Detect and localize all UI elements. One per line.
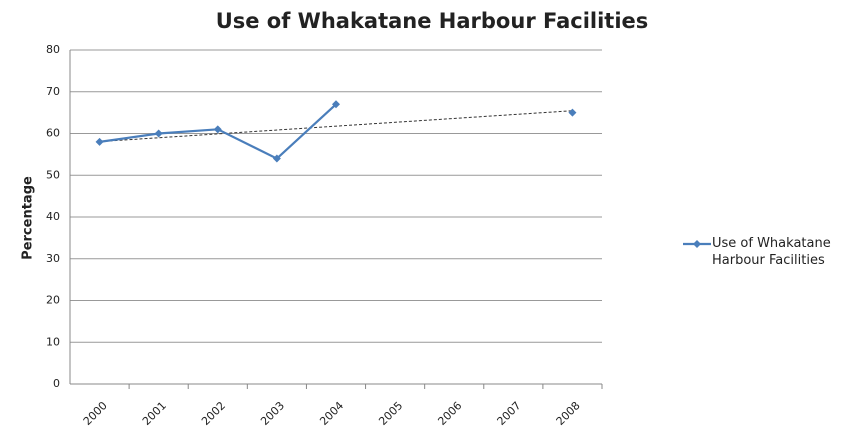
marker: [332, 100, 340, 109]
marker: [568, 108, 577, 117]
y-tick-label: 0: [53, 377, 60, 390]
marker: [272, 154, 281, 163]
x-tick-label: 2001: [140, 399, 169, 428]
x-tick-label: 2005: [376, 399, 405, 428]
x-tick-label: 2006: [435, 399, 464, 428]
y-tick-label: 50: [46, 168, 60, 181]
x-tick-label: 2003: [258, 399, 287, 428]
y-tick-label: 30: [46, 252, 60, 265]
y-tick-label: 40: [46, 210, 60, 223]
y-tick-label: 20: [46, 294, 60, 307]
marker: [95, 137, 104, 146]
x-tick-label: 2002: [199, 399, 228, 428]
x-tick-label: 2004: [317, 399, 346, 428]
marker: [213, 125, 222, 134]
y-tick-label: 80: [46, 43, 60, 56]
legend-label: Use of Whakatane Harbour Facilities: [712, 236, 831, 268]
chart-title: Use of Whakatane Harbour Facilities: [216, 9, 649, 33]
marker: [154, 129, 163, 138]
y-axis-label: Percentage: [21, 176, 36, 260]
x-tick-label: 2008: [554, 399, 583, 428]
y-tick-label: 70: [46, 85, 60, 98]
y-tick-label: 60: [46, 127, 60, 140]
x-tick-label: 2000: [81, 399, 110, 428]
trend-line: [99, 110, 573, 143]
y-tick-label: 10: [46, 335, 60, 348]
x-tick-label: 2007: [495, 399, 524, 428]
series-line: [100, 104, 573, 158]
legend-marker: [693, 240, 701, 248]
